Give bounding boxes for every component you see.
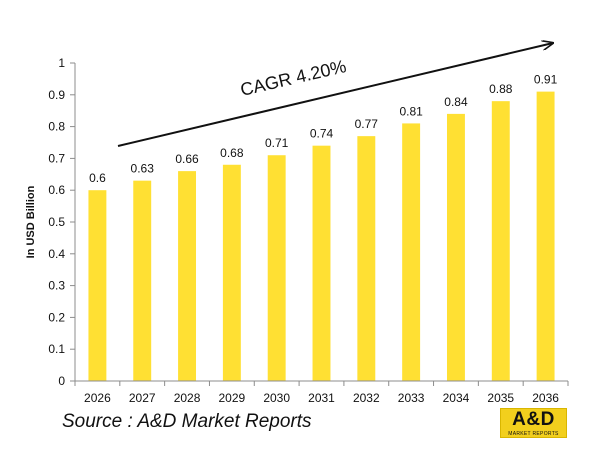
company-logo: A&D MARKET REPORTS xyxy=(500,408,567,438)
bar-2030 xyxy=(267,155,286,381)
y-tick-label: 0 xyxy=(58,374,65,388)
x-tick-label: 2036 xyxy=(532,391,559,405)
y-tick-label: 0.2 xyxy=(48,310,65,324)
y-tick-label: 0.6 xyxy=(48,183,65,197)
data-label: 0.66 xyxy=(175,152,199,166)
bar-2034 xyxy=(446,113,465,381)
y-tick-label: 0.7 xyxy=(48,151,65,165)
y-tick-label: 0.8 xyxy=(48,120,65,134)
x-tick-label: 2031 xyxy=(308,391,335,405)
data-label: 0.74 xyxy=(310,127,334,141)
logo-text: A&D xyxy=(512,409,555,430)
x-tick-label: 2026 xyxy=(84,391,111,405)
bar-2028 xyxy=(178,171,197,381)
source-caption: Source : A&D Market Reports xyxy=(62,411,312,432)
cagr-trend-arrow xyxy=(117,43,553,147)
bar-2027 xyxy=(133,180,152,381)
y-tick-label: 0.1 xyxy=(48,342,65,356)
logo-subtext: MARKET REPORTS xyxy=(508,431,559,437)
data-label: 0.77 xyxy=(355,117,379,131)
cagr-annotation: CAGR 4.20% xyxy=(238,56,348,100)
y-tick-label: 0.4 xyxy=(48,247,65,261)
data-label: 0.71 xyxy=(265,136,289,150)
bar-2036 xyxy=(536,91,555,382)
y-tick-label: 1 xyxy=(58,56,65,70)
bar-2035 xyxy=(491,101,510,381)
data-label: 0.81 xyxy=(399,104,423,118)
y-tick-label: 0.9 xyxy=(48,88,65,102)
x-tick-label: 2032 xyxy=(353,391,380,405)
x-tick-label: 2035 xyxy=(487,391,514,405)
x-tick-label: 2027 xyxy=(129,391,156,405)
y-tick-label: 0.5 xyxy=(48,215,65,229)
y-axis-title: In USD Billion xyxy=(25,185,37,258)
x-tick-label: 2029 xyxy=(219,391,246,405)
data-label: 0.88 xyxy=(489,82,513,96)
bar-2029 xyxy=(222,164,241,381)
bar-2032 xyxy=(357,136,376,381)
data-label: 0.6 xyxy=(89,171,106,185)
bar-2026 xyxy=(88,190,107,381)
data-label: 0.91 xyxy=(534,73,558,87)
bar-2033 xyxy=(402,123,421,382)
x-tick-label: 2030 xyxy=(263,391,290,405)
x-tick-label: 2034 xyxy=(443,391,470,405)
x-tick-label: 2028 xyxy=(174,391,201,405)
x-tick-label: 2033 xyxy=(398,391,425,405)
bar-2031 xyxy=(312,145,331,381)
data-label: 0.63 xyxy=(131,162,155,176)
data-label: 0.68 xyxy=(220,146,244,160)
y-tick-label: 0.3 xyxy=(48,279,65,293)
data-label: 0.84 xyxy=(444,95,468,109)
